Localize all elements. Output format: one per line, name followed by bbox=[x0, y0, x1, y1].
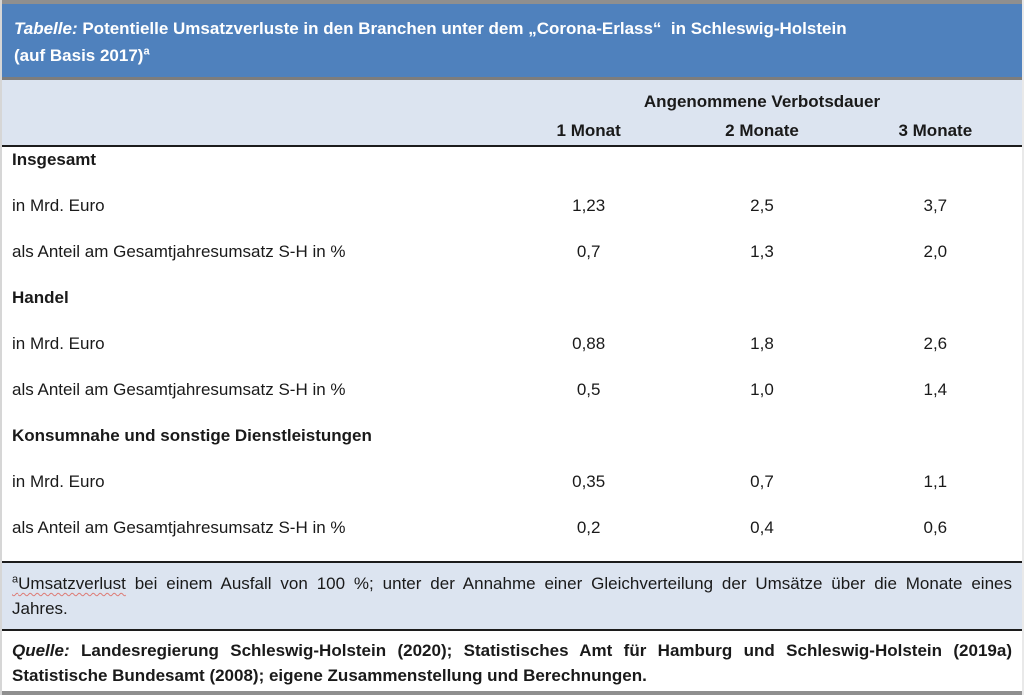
value-cell: 0,5 bbox=[576, 380, 601, 399]
row-label: als Anteil am Gesamtjahresumsatz S-H in … bbox=[12, 380, 346, 399]
table-row: als Anteil am Gesamtjahresumsatz S-H in … bbox=[2, 515, 1022, 561]
footnote-marked-word: aUmsatzverlust bbox=[12, 573, 126, 593]
table-title-line1: Tabelle: Potentielle Umsatzverluste in d… bbox=[14, 15, 1010, 42]
value-cell: 1,0 bbox=[750, 380, 774, 399]
column-header-3-monate: 3 Monate bbox=[898, 120, 973, 140]
table-row: als Anteil am Gesamtjahresumsatz S-H in … bbox=[2, 239, 1022, 285]
value-cell: 0,7 bbox=[576, 242, 601, 261]
title-basis: (auf Basis 2017) bbox=[14, 46, 144, 65]
header-group-label: Angenommene Verbotsdauer bbox=[643, 91, 881, 111]
source-text: Landesregierung Schleswig-Holstein (2020… bbox=[80, 641, 1012, 660]
value-cell: 0,7 bbox=[750, 472, 774, 491]
table-row: in Mrd. Euro 0,35 0,7 1,1 bbox=[2, 469, 1022, 515]
footnote-marker: a bbox=[12, 573, 19, 586]
footnote-line2: Jahres. bbox=[12, 599, 68, 618]
value-cell: 2,6 bbox=[923, 334, 948, 353]
header-group-row: Angenommene Verbotsdauer bbox=[2, 87, 1022, 116]
table-row: in Mrd. Euro 1,23 2,5 3,7 bbox=[2, 193, 1022, 239]
value-cell: 1,3 bbox=[750, 242, 774, 261]
column-header-band: Angenommene Verbotsdauer 1 Monat 2 Monat… bbox=[2, 80, 1022, 145]
source-line2: Statistische Bundesamt (2008); eigene Zu… bbox=[12, 666, 647, 685]
value-cell: 1,8 bbox=[750, 334, 774, 353]
bottom-border-strip bbox=[2, 691, 1022, 695]
table-row: in Mrd. Euro 0,88 1,8 2,6 bbox=[2, 331, 1022, 377]
value-cell: 2,0 bbox=[923, 242, 948, 261]
footnote-line1: aUmsatzverlust bei einem Ausfall von 100… bbox=[12, 571, 1012, 596]
body-bottom-rule bbox=[2, 561, 1022, 563]
section-heading-row: Insgesamt bbox=[2, 147, 1022, 193]
header-bottom-rule bbox=[2, 145, 1022, 147]
source-area: Quelle: Landesregierung Schleswig-Holste… bbox=[2, 631, 1022, 691]
section-heading-row: Konsumnahe und sonstige Dienstleistungen bbox=[2, 423, 1022, 469]
value-cell: 1,4 bbox=[923, 380, 948, 399]
column-header-2-monate: 2 Monate bbox=[725, 120, 799, 140]
section-heading: Insgesamt bbox=[12, 150, 97, 169]
source-line1: Quelle: Landesregierung Schleswig-Holste… bbox=[12, 638, 1012, 663]
source-prefix: Quelle: bbox=[12, 641, 70, 660]
row-label: als Anteil am Gesamtjahresumsatz S-H in … bbox=[12, 242, 346, 261]
title-footnote-marker: a bbox=[143, 45, 150, 58]
footnote-bottom-rule bbox=[2, 629, 1022, 631]
footnote-band: aUmsatzverlust bei einem Ausfall von 100… bbox=[2, 563, 1022, 629]
table-title-line2: (auf Basis 2017)a bbox=[14, 42, 1010, 69]
value-cell: 1,23 bbox=[572, 196, 606, 215]
value-cell: 0,2 bbox=[576, 518, 601, 537]
title-prefix: Tabelle: bbox=[14, 19, 78, 38]
column-headers-row: 1 Monat 2 Monate 3 Monate bbox=[2, 116, 1022, 145]
table-row: als Anteil am Gesamtjahresumsatz S-H in … bbox=[2, 377, 1022, 423]
column-header-1-monat: 1 Monat bbox=[556, 120, 621, 140]
table-title-bar: Tabelle: Potentielle Umsatzverluste in d… bbox=[2, 4, 1022, 77]
row-label: in Mrd. Euro bbox=[12, 472, 105, 491]
value-cell: 2,5 bbox=[750, 196, 774, 215]
top-border-strip bbox=[2, 0, 1022, 4]
row-label: als Anteil am Gesamtjahresumsatz S-H in … bbox=[12, 518, 346, 537]
value-cell: 0,6 bbox=[923, 518, 948, 537]
value-cell: 3,7 bbox=[923, 196, 948, 215]
value-cell: 0,4 bbox=[750, 518, 774, 537]
section-heading: Handel bbox=[12, 288, 69, 307]
value-cell: 0,35 bbox=[572, 472, 606, 491]
row-label: in Mrd. Euro bbox=[12, 334, 105, 353]
table-body: Insgesamt in Mrd. Euro 1,23 2,5 3,7 als … bbox=[2, 147, 1022, 561]
footnote-text: bei einem Ausfall von 100 %; unter der A… bbox=[125, 574, 1012, 593]
title-text: Potentielle Umsatzverluste in den Branch… bbox=[82, 19, 847, 38]
value-cell: 0,88 bbox=[572, 334, 606, 353]
section-heading-row: Handel bbox=[2, 285, 1022, 331]
row-label: in Mrd. Euro bbox=[12, 196, 105, 215]
value-cell: 1,1 bbox=[923, 472, 948, 491]
section-heading: Konsumnahe und sonstige Dienstleistungen bbox=[12, 426, 372, 445]
title-divider-rule bbox=[2, 77, 1022, 80]
